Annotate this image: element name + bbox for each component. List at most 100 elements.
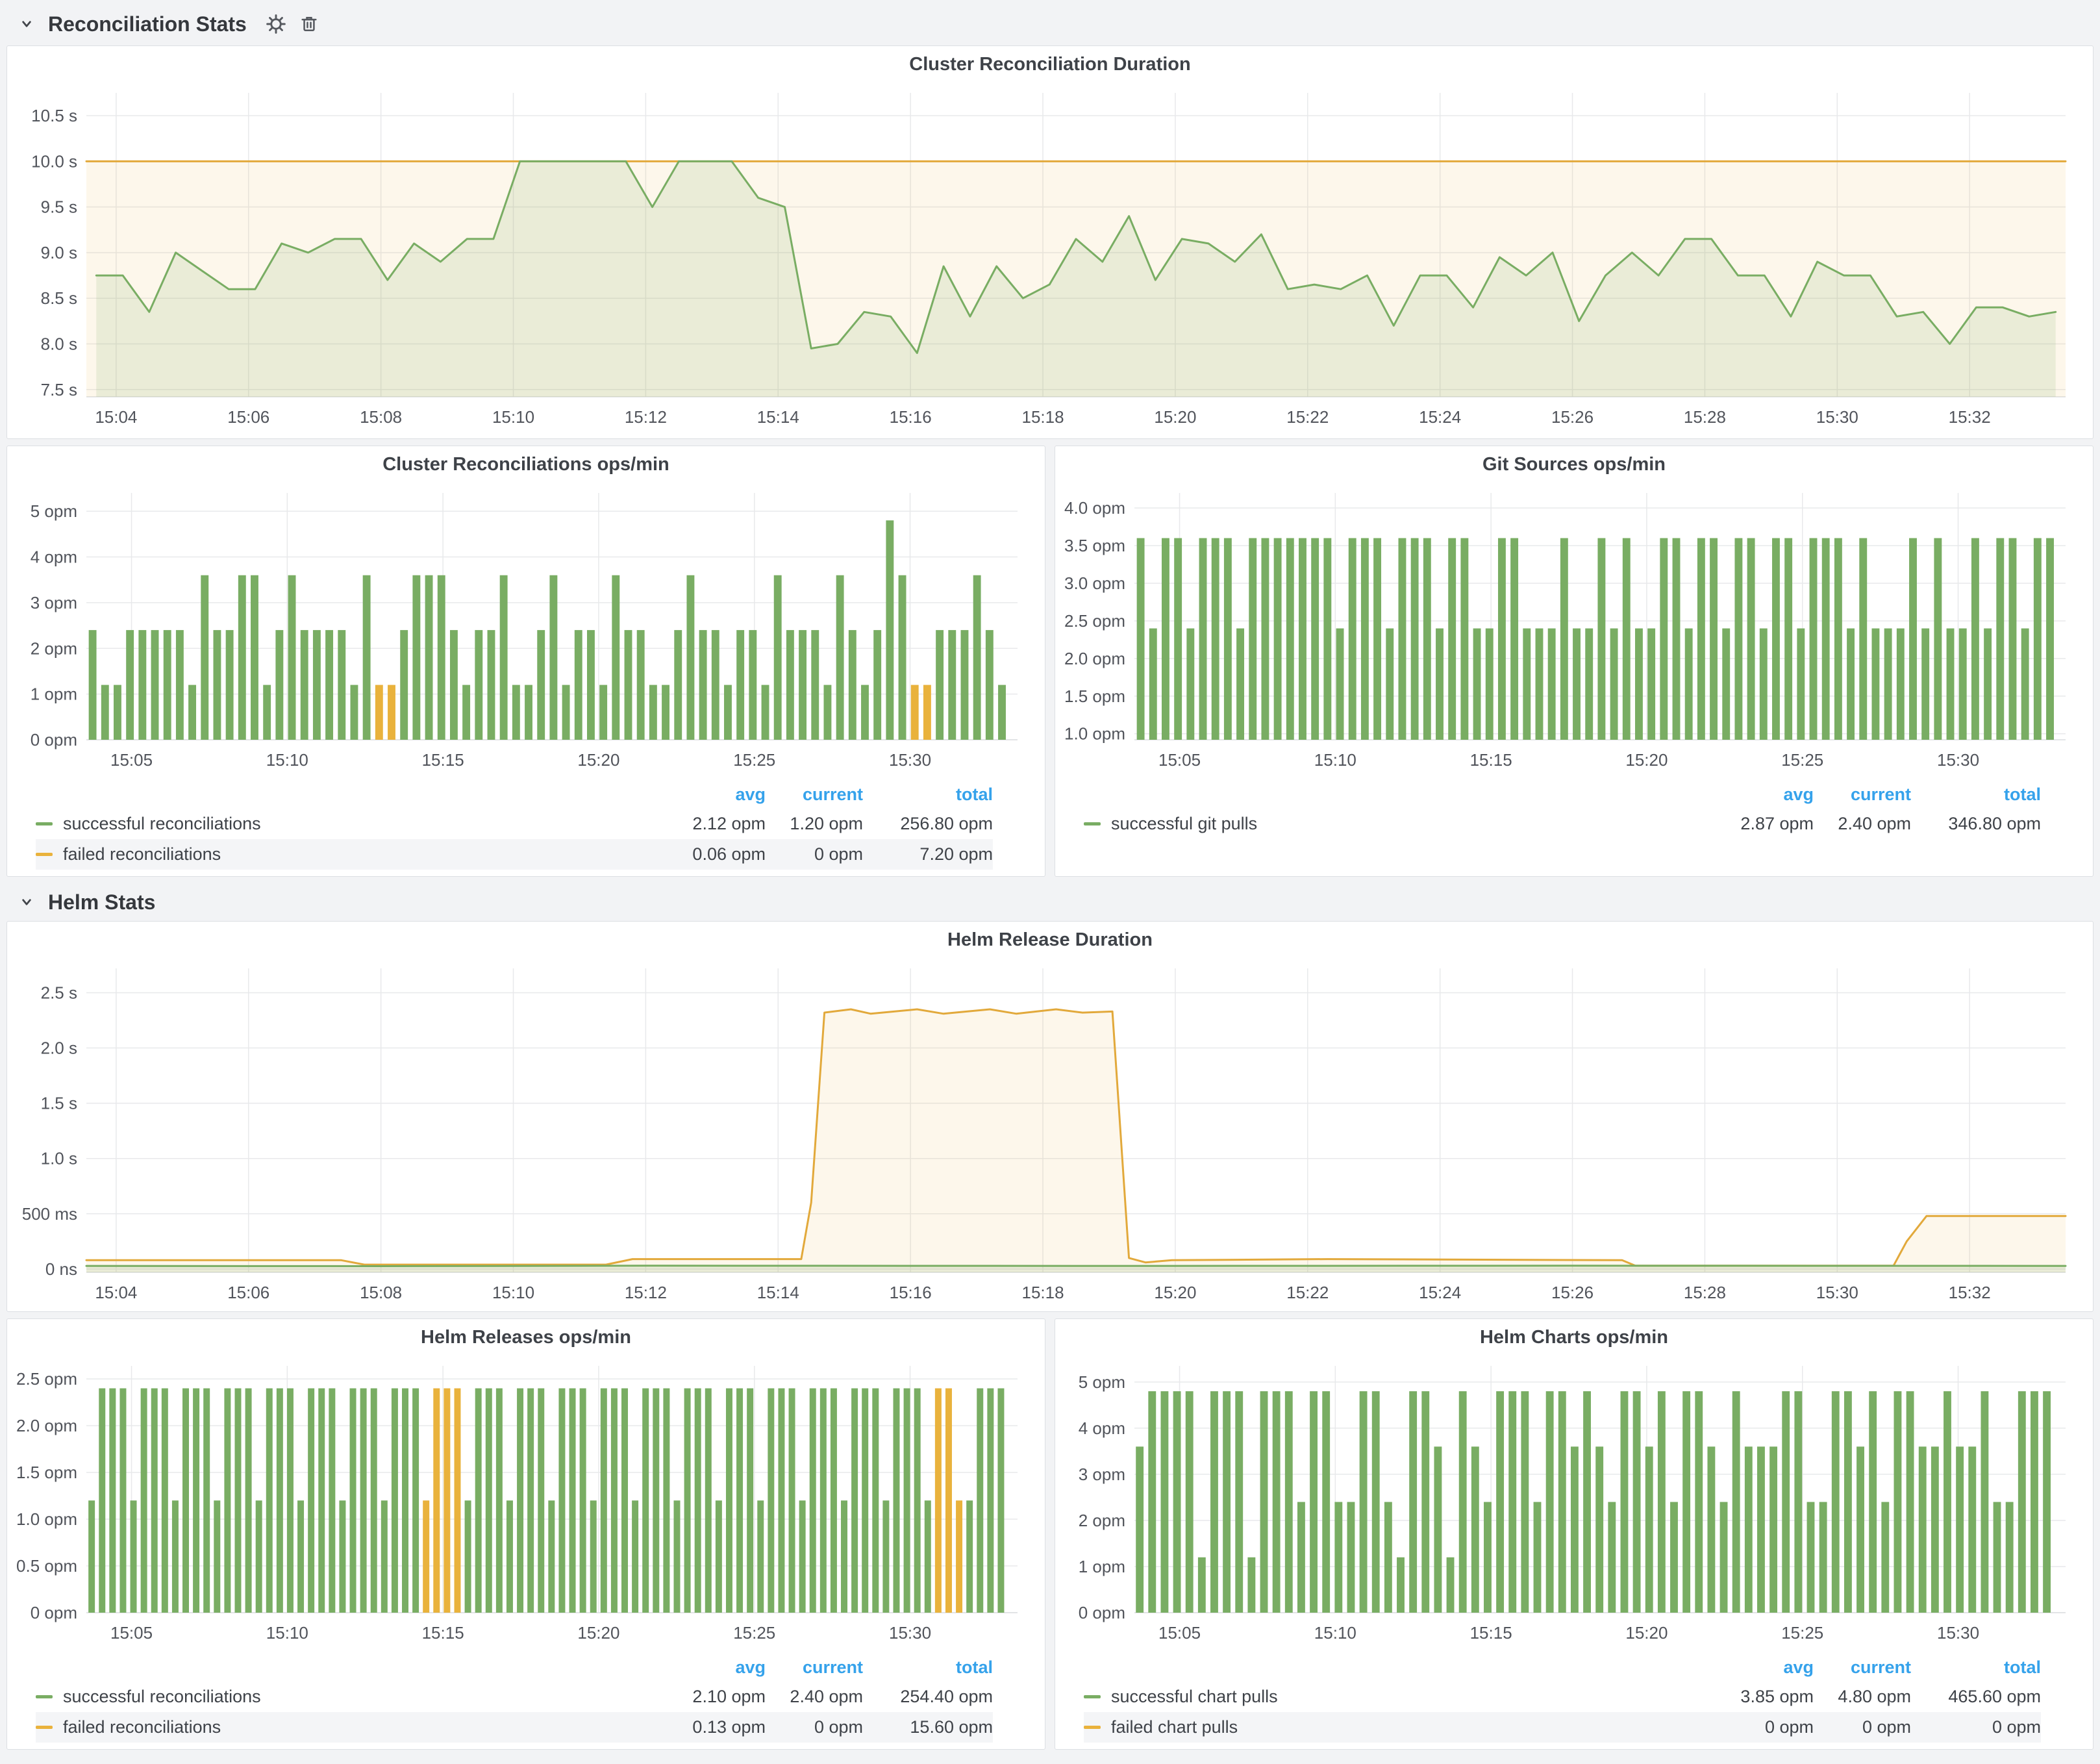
svg-text:15:05: 15:05 xyxy=(1158,1623,1201,1643)
legend-row: successful reconciliations 2.12 opm 1.20… xyxy=(36,809,993,839)
legend-avg-value: 0.13 opm xyxy=(692,1717,766,1737)
helm-release-duration-chart[interactable]: 0 ns 500 ms 1.0 s 1.5 s 2.0 s 2.5 s 15:04 15:06… xyxy=(16,958,2084,1306)
svg-text:15:05: 15:05 xyxy=(110,750,153,770)
panel-title[interactable]: Git Sources ops/min xyxy=(1482,454,1666,475)
legend-header-row: avg current total xyxy=(36,780,993,809)
panel-title[interactable]: Cluster Reconciliation Duration xyxy=(909,54,1191,75)
svg-text:15:14: 15:14 xyxy=(757,407,799,427)
legend: avg current total successful chart pulls… xyxy=(1064,1653,2084,1743)
svg-text:1 opm: 1 opm xyxy=(1079,1557,1125,1576)
svg-text:15:20: 15:20 xyxy=(1625,750,1668,770)
series-label[interactable]: failed reconciliations xyxy=(63,844,221,864)
series-marker xyxy=(1084,822,1101,825)
svg-text:4.0 opm: 4.0 opm xyxy=(1064,498,1125,518)
cluster-reconciliations-chart[interactable]: 0 opm 1 opm 2 opm 3 opm 4 opm 5 opm 15:05 15:10… xyxy=(16,483,1036,774)
svg-text:15:24: 15:24 xyxy=(1419,407,1461,427)
svg-text:15:14: 15:14 xyxy=(757,1283,799,1302)
series-marker xyxy=(36,1726,53,1729)
legend-col-total[interactable]: total xyxy=(2004,784,2041,804)
svg-text:15:15: 15:15 xyxy=(422,750,464,770)
legend-row: successful git pulls 2.87 opm 2.40 opm 3… xyxy=(1084,809,2041,839)
legend-avg-value: 2.10 opm xyxy=(692,1687,766,1706)
legend-total-value: 0 opm xyxy=(1992,1717,2041,1737)
svg-text:2.0 opm: 2.0 opm xyxy=(1064,649,1125,668)
svg-text:15:20: 15:20 xyxy=(1154,407,1196,427)
legend-header-row: avg current total xyxy=(1084,1653,2041,1682)
svg-text:15:30: 15:30 xyxy=(1816,407,1858,427)
series-marker xyxy=(36,822,53,825)
legend-col-total[interactable]: total xyxy=(956,1657,993,1677)
svg-text:500 ms: 500 ms xyxy=(22,1204,77,1224)
svg-text:2 opm: 2 opm xyxy=(31,638,77,658)
svg-text:15:28: 15:28 xyxy=(1684,407,1726,427)
svg-text:15:25: 15:25 xyxy=(733,1623,775,1643)
section-header-reconciliation-stats[interactable]: Reconciliation Stats xyxy=(6,5,2094,43)
chevron-down-icon[interactable] xyxy=(17,14,36,34)
section-title[interactable]: Reconciliation Stats xyxy=(48,12,247,36)
panel-title[interactable]: Helm Releases ops/min xyxy=(421,1327,631,1348)
panel-title[interactable]: Helm Release Duration xyxy=(947,929,1153,950)
legend-total-value: 256.80 opm xyxy=(900,814,993,833)
legend-total-value: 346.80 opm xyxy=(1948,814,2041,833)
series-label[interactable]: successful reconciliations xyxy=(63,814,261,833)
svg-text:2.0 s: 2.0 s xyxy=(41,1039,77,1058)
legend-col-avg[interactable]: avg xyxy=(735,1657,766,1677)
svg-text:15:05: 15:05 xyxy=(110,1623,153,1643)
legend: avg current total successful reconciliat… xyxy=(16,780,1036,870)
svg-text:15:05: 15:05 xyxy=(1158,750,1201,770)
svg-text:15:16: 15:16 xyxy=(890,407,932,427)
legend-header-row: avg current total xyxy=(36,1653,993,1682)
section-title[interactable]: Helm Stats xyxy=(48,890,156,914)
series-label[interactable]: failed chart pulls xyxy=(1111,1717,1238,1737)
svg-text:15:10: 15:10 xyxy=(492,407,534,427)
legend-total-value: 7.20 opm xyxy=(919,844,993,864)
legend-col-current[interactable]: current xyxy=(1850,784,1911,804)
legend-col-current[interactable]: current xyxy=(802,784,863,804)
svg-text:15:06: 15:06 xyxy=(227,1283,269,1302)
svg-text:3.0 opm: 3.0 opm xyxy=(1064,573,1125,593)
helm-releases-chart[interactable]: 0 opm 0.5 opm 1.0 opm 1.5 opm 2.0 opm 2.5 opm… xyxy=(16,1355,1036,1646)
legend-current-value: 2.40 opm xyxy=(1838,814,1911,833)
helm-charts-chart[interactable]: 0 opm 1 opm 2 opm 3 opm 4 opm 5 opm 15:05 15:10… xyxy=(1064,1355,2084,1646)
series-label[interactable]: successful git pulls xyxy=(1111,814,1258,833)
svg-text:8.0 s: 8.0 s xyxy=(41,334,77,353)
svg-text:15:32: 15:32 xyxy=(1949,407,1991,427)
svg-text:15:15: 15:15 xyxy=(1470,1623,1512,1643)
legend-col-total[interactable]: total xyxy=(956,784,993,804)
series-label[interactable]: successful reconciliations xyxy=(63,1687,261,1706)
section-header-helm-stats[interactable]: Helm Stats xyxy=(6,883,2094,921)
legend-col-avg[interactable]: avg xyxy=(1783,1657,1814,1677)
svg-text:1.5 opm: 1.5 opm xyxy=(16,1463,77,1482)
svg-text:15:20: 15:20 xyxy=(1625,1623,1668,1643)
svg-text:15:26: 15:26 xyxy=(1551,1283,1594,1302)
svg-text:15:20: 15:20 xyxy=(577,1623,619,1643)
trash-icon[interactable] xyxy=(299,14,319,34)
svg-text:1.0 opm: 1.0 opm xyxy=(1064,724,1125,744)
legend-row: failed reconciliations 0.13 opm 0 opm 15… xyxy=(36,1712,993,1743)
series-marker xyxy=(1084,1726,1101,1729)
gear-icon[interactable] xyxy=(265,13,287,35)
legend-col-total[interactable]: total xyxy=(2004,1657,2041,1677)
legend-col-current[interactable]: current xyxy=(802,1657,863,1677)
legend-col-avg[interactable]: avg xyxy=(735,784,766,804)
legend-col-current[interactable]: current xyxy=(1850,1657,1911,1677)
git-sources-chart[interactable]: 1.0 opm 1.5 opm 2.0 opm 2.5 opm 3.0 opm 3.5 o… xyxy=(1064,483,2084,774)
panel-title[interactable]: Helm Charts ops/min xyxy=(1479,1327,1669,1348)
svg-text:15:32: 15:32 xyxy=(1949,1283,1991,1302)
panel-title[interactable]: Cluster Reconciliations ops/min xyxy=(382,454,669,475)
series-label[interactable]: successful chart pulls xyxy=(1111,1687,1278,1706)
cluster-reconciliation-duration-chart[interactable]: 7.5 s 8.0 s 8.5 s 9.0 s 9.5 s 10.0 s 10.5 s 15:… xyxy=(16,82,2084,431)
svg-text:4 opm: 4 opm xyxy=(31,548,77,567)
legend-col-avg[interactable]: avg xyxy=(1783,784,1814,804)
svg-text:15:22: 15:22 xyxy=(1286,407,1329,427)
panel-cluster-reconciliations-opm: Cluster Reconciliations ops/min 0 opm 1 o… xyxy=(6,446,1045,877)
legend: avg current total successful reconciliat… xyxy=(16,1653,1036,1743)
svg-text:15:08: 15:08 xyxy=(360,1283,402,1302)
svg-text:10.0 s: 10.0 s xyxy=(31,151,77,171)
svg-text:8.5 s: 8.5 s xyxy=(41,288,77,308)
chevron-down-icon[interactable] xyxy=(17,892,36,912)
legend-current-value: 0 opm xyxy=(814,1717,863,1737)
series-label[interactable]: failed reconciliations xyxy=(63,1717,221,1737)
svg-text:15:25: 15:25 xyxy=(1781,1623,1823,1643)
legend-avg-value: 3.85 opm xyxy=(1740,1687,1814,1706)
